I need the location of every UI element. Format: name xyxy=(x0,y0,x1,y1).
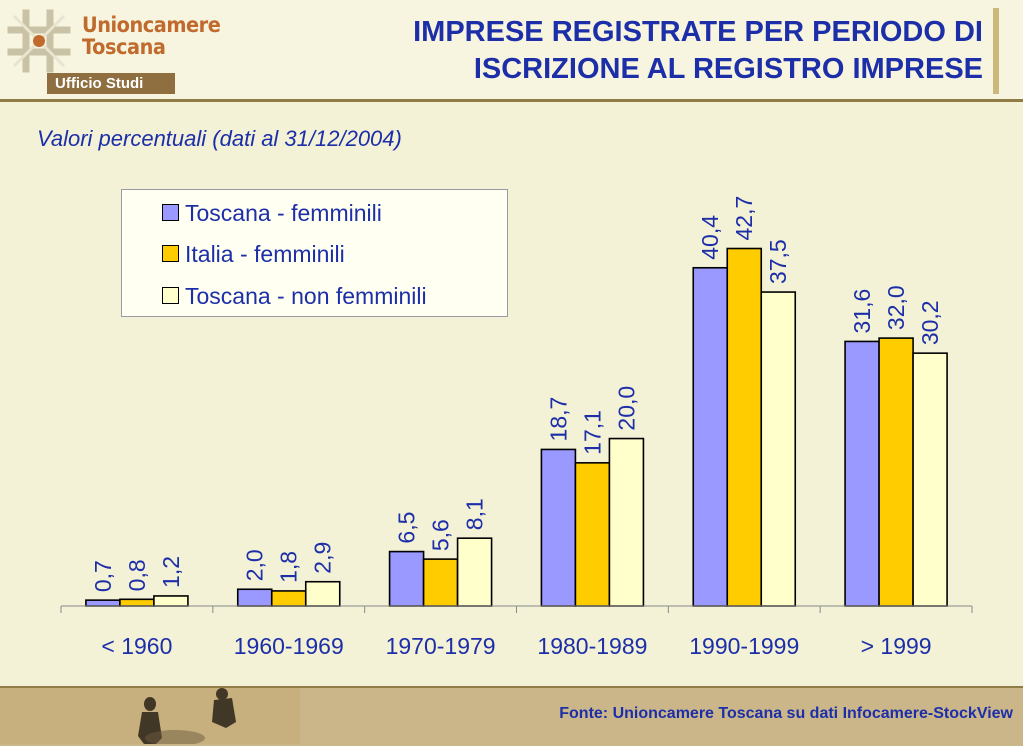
legend-item-toscana-femminili: Toscana - femminili xyxy=(162,199,382,227)
data-label: 2,0 xyxy=(242,549,268,581)
category-label: 1970-1979 xyxy=(386,633,496,659)
data-label: 0,8 xyxy=(124,559,150,591)
bar xyxy=(388,550,425,607)
title-line-1: IMPRESE REGISTRATE PER PERIODO DI xyxy=(413,16,983,48)
bar xyxy=(574,462,611,607)
bar xyxy=(760,291,797,607)
bar xyxy=(692,266,729,607)
data-label: 20,0 xyxy=(613,386,639,431)
bar xyxy=(540,448,577,607)
office-label: Ufficio Studi xyxy=(55,75,144,92)
logo-wordmark: Unioncamere Toscana xyxy=(82,14,232,58)
data-label: 6,5 xyxy=(394,512,420,544)
legend-label: Toscana - femminili xyxy=(185,200,382,226)
category-labels-layer: < 1960 1960-1969 1970-1979 1980-1989 1990-19… xyxy=(101,633,931,659)
data-label: 32,0 xyxy=(883,285,909,330)
data-label: 42,7 xyxy=(731,196,757,241)
legend-label: Italia - femminili xyxy=(185,241,345,267)
logo-line-2: Toscana xyxy=(82,35,166,59)
chart-legend: Toscana - femminili Italia - femminili T… xyxy=(121,189,508,317)
legend-label: Toscana - non femminili xyxy=(185,283,427,309)
bar xyxy=(236,588,273,607)
bars-layer xyxy=(85,247,948,607)
header-divider xyxy=(0,99,1023,102)
bar xyxy=(270,590,307,607)
legend-swatch-icon xyxy=(162,204,179,222)
unioncamere-logo-icon xyxy=(7,9,71,73)
data-label: 17,1 xyxy=(579,410,605,455)
page-title: IMPRESE REGISTRATE PER PERIODO DI ISCRIZ… xyxy=(263,14,983,88)
category-label: 1990-1999 xyxy=(689,633,799,659)
data-label: 1,8 xyxy=(276,551,302,583)
data-label: 8,1 xyxy=(462,498,488,530)
bar xyxy=(608,437,645,607)
legend-item-toscana-non-femminili: Toscana - non femminili xyxy=(162,282,427,310)
data-label: 31,6 xyxy=(849,289,875,334)
footer-silhouettes-image xyxy=(0,688,300,744)
bar xyxy=(304,580,341,607)
bar xyxy=(85,599,121,607)
data-label: 5,6 xyxy=(428,519,454,551)
chart-subtitle: Valori percentuali (dati al 31/12/2004) xyxy=(37,126,402,151)
category-label: 1960-1969 xyxy=(234,633,344,659)
bar xyxy=(153,595,189,607)
axis-layer xyxy=(60,605,973,613)
source-note: Fonte: Unioncamere Toscana su dati Infoc… xyxy=(559,705,1013,722)
data-label: 2,9 xyxy=(310,542,336,574)
data-label: 30,2 xyxy=(917,300,943,345)
data-labels-layer: 0,7 0,8 1,2 2,0 1,8 2,9 6,5 5,6 8,1 18,7 17,1 20,0 4… xyxy=(90,196,943,592)
category-label: 1980-1989 xyxy=(537,633,647,659)
logo-line-1: Unioncamere xyxy=(82,13,221,37)
title-line-2: ISCRIZIONE AL REGISTRO IMPRESE xyxy=(473,53,983,85)
bar xyxy=(726,247,763,607)
legend-swatch-icon xyxy=(162,287,179,305)
data-label: 18,7 xyxy=(545,397,571,442)
data-label: 37,5 xyxy=(765,239,791,284)
category-label: < 1960 xyxy=(101,633,172,659)
category-label: > 1999 xyxy=(861,633,932,659)
bar xyxy=(119,598,155,607)
title-accent-bar xyxy=(993,8,999,94)
office-banner xyxy=(47,73,175,94)
legend-item-italia-femminili: Italia - femminili xyxy=(162,240,345,268)
bar xyxy=(912,352,948,607)
bar xyxy=(456,537,493,607)
bar xyxy=(422,558,459,607)
data-label: 40,4 xyxy=(697,215,723,260)
legend-swatch-icon xyxy=(162,245,179,263)
data-label: 0,7 xyxy=(90,560,116,592)
bar xyxy=(844,340,880,607)
data-label: 1,2 xyxy=(158,556,184,588)
bar xyxy=(878,337,914,607)
